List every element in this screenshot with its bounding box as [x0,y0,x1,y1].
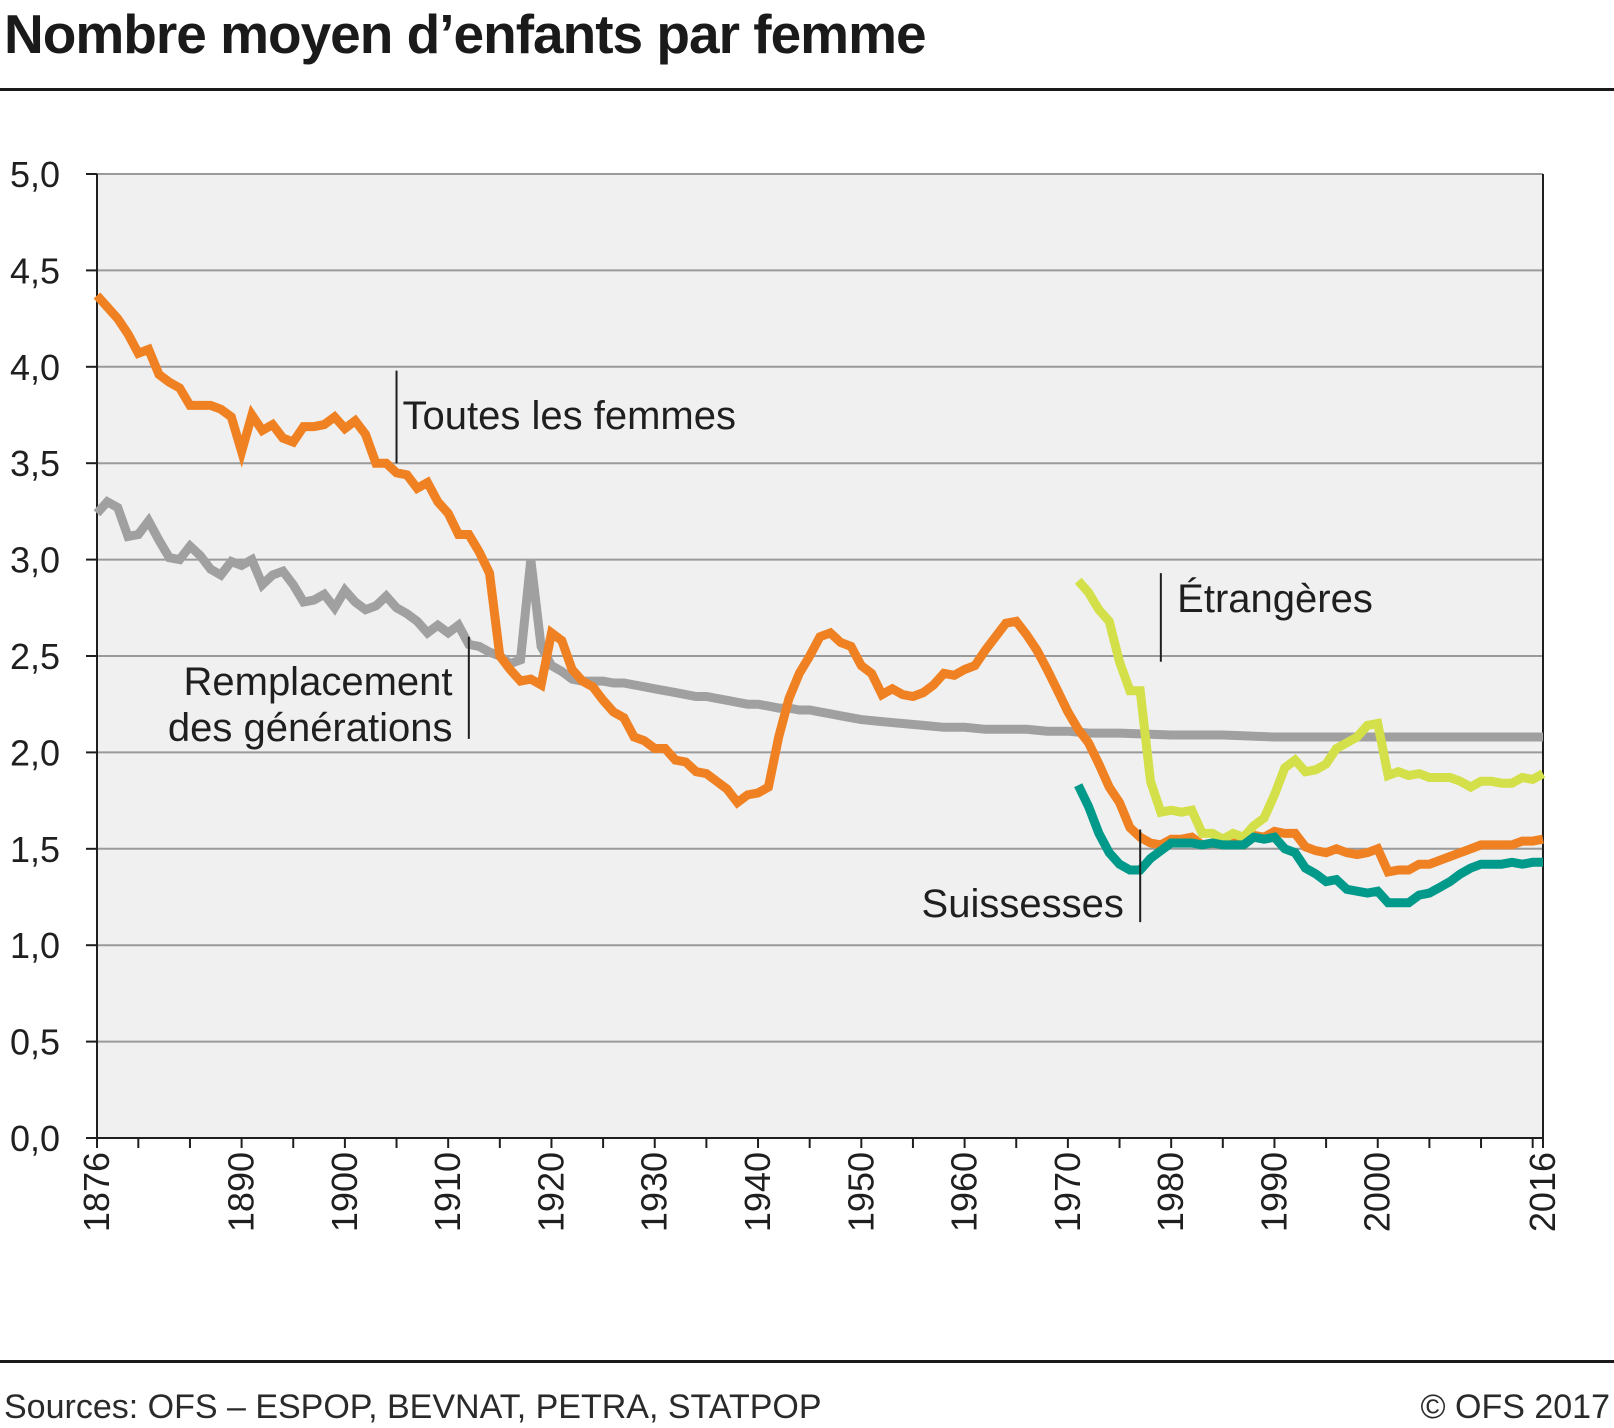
x-tick-label: 1910 [427,1152,468,1232]
annotation-label: Toutes les femmes [403,394,736,438]
y-tick-label: 2,5 [10,636,60,677]
x-tick-label: 1940 [737,1152,778,1232]
x-tick-label: 1876 [76,1152,117,1232]
x-tick-label: 1890 [221,1152,262,1232]
annotation-label: des générations [168,706,453,750]
top-rule [0,88,1614,91]
x-tick-label: 1920 [530,1152,571,1232]
x-tick-label: 1990 [1253,1152,1294,1232]
x-tick-label: 1960 [944,1152,985,1232]
x-tick-label: 1900 [324,1152,365,1232]
source-note: Sources: OFS – ESPOP, BEVNAT, PETRA, STA… [4,1388,822,1426]
chart-title: Nombre moyen d’enfants par femme [4,3,927,65]
x-tick-label: 2016 [1522,1152,1563,1232]
x-tick-label: 1970 [1047,1152,1088,1232]
series-line-1 [93,292,1544,877]
grid-lines [86,173,1543,1139]
annotation-label: Suissesses [922,882,1124,926]
axes [96,174,1544,1148]
series-line-3 [1074,783,1543,908]
y-tick-label: 4,5 [10,250,60,291]
annotation-label: Remplacement [183,660,452,704]
y-tick-label: 0,5 [10,1022,60,1063]
y-tick-labels: 0,0 0,5 1,0 1,5 2,0 2,5 3,0 3,5 4,0 4,5 5,0 [10,154,60,1159]
x-tick-label: 1980 [1150,1152,1191,1232]
annotation-label: Étrangères [1177,576,1373,621]
y-tick-label: 1,5 [10,829,60,870]
y-tick-label: 5,0 [10,154,60,195]
series-line-2 [1074,577,1546,845]
copyright-note: © OFS 2017 [1420,1388,1610,1426]
y-tick-label: 3,0 [10,540,60,581]
x-tick-labels: 1876 1890 1900 1910 1920 1930 1940 1950 1960 1970… [76,1152,1563,1232]
y-tick-label: 1,0 [10,925,60,966]
series-lines [93,292,1546,908]
y-tick-label: 3,5 [10,443,60,484]
x-tick-label: 1950 [840,1152,881,1232]
x-tick-label: 1930 [634,1152,675,1232]
x-tick-label: 2000 [1357,1152,1398,1232]
y-tick-label: 2,0 [10,732,60,773]
line-chart: 0,00,51,01,52,02,53,03,54,04,55,0 1876 18… [10,154,1563,1232]
bottom-rule [0,1360,1614,1363]
y-tick-label: 4,0 [10,347,60,388]
y-tick-label: 0,0 [10,1118,60,1159]
